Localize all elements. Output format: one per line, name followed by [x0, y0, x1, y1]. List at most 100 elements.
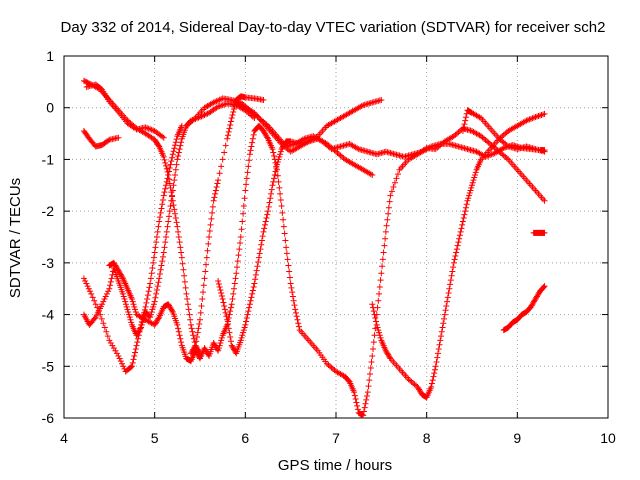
data-point [259, 233, 266, 240]
data-point [250, 131, 257, 138]
data-point [229, 112, 236, 119]
data-point [170, 182, 177, 189]
data-point [441, 311, 448, 318]
data-point [151, 298, 158, 305]
data-point [295, 320, 302, 327]
data-point [241, 195, 248, 202]
data-point [149, 306, 156, 313]
data-point [224, 132, 231, 139]
data-point [171, 145, 178, 152]
data-point [257, 246, 264, 253]
data-point [131, 352, 138, 359]
data-point [127, 316, 134, 323]
data-point [125, 308, 132, 315]
data-point [142, 303, 149, 310]
data-point [375, 327, 382, 334]
data-point [243, 315, 250, 322]
data-point [361, 404, 368, 411]
data-point [541, 197, 548, 204]
data-point [240, 327, 247, 334]
data-point [203, 261, 210, 268]
data-point [86, 288, 93, 295]
data-point [155, 223, 162, 230]
data-point [429, 377, 436, 384]
data-point [178, 249, 185, 256]
data-point [277, 151, 284, 158]
data-point [218, 293, 225, 300]
data-point [249, 135, 256, 142]
data-point [269, 146, 276, 153]
data-point [190, 332, 197, 339]
data-point [394, 171, 401, 178]
data-point [370, 308, 377, 315]
data-point [150, 303, 157, 310]
data-point [276, 153, 283, 160]
data-point [145, 288, 152, 295]
data-point [211, 194, 218, 201]
data-point [231, 106, 237, 113]
data-point [277, 190, 284, 197]
x-tick-label: 5 [151, 430, 159, 446]
data-point [351, 389, 358, 396]
data-point [274, 172, 281, 179]
data-point [130, 356, 137, 363]
data-point [432, 363, 439, 370]
data-point [249, 139, 256, 146]
data-point [169, 307, 176, 314]
data-point [156, 271, 163, 278]
data-point [128, 319, 135, 326]
data-point [178, 139, 185, 146]
data-point [472, 171, 479, 178]
data-point [255, 254, 262, 261]
data-point [168, 158, 175, 165]
data-point [387, 192, 394, 199]
data-point [160, 153, 167, 160]
data-point [166, 165, 173, 172]
series-track-l [459, 107, 548, 155]
data-point [230, 109, 237, 116]
data-point [130, 301, 137, 308]
data-point [364, 389, 371, 396]
data-point [428, 383, 435, 390]
data-point [376, 283, 383, 290]
data-point [452, 252, 459, 259]
data-point [379, 256, 386, 263]
series-track-m [500, 283, 548, 334]
data-point [178, 254, 185, 261]
y-tick-label: -4 [42, 307, 55, 323]
data-point [292, 309, 299, 316]
data-point [206, 227, 213, 234]
data-point [450, 259, 457, 266]
data-point [166, 213, 173, 220]
data-point [120, 363, 127, 370]
data-point [173, 161, 180, 168]
data-point [227, 118, 234, 125]
data-point [161, 244, 168, 251]
data-point [160, 192, 167, 199]
data-point [245, 308, 252, 315]
data-point [377, 277, 384, 284]
data-point [471, 174, 478, 181]
data-point [129, 298, 136, 305]
data-point [541, 110, 548, 117]
data-point [274, 161, 281, 168]
data-point [459, 127, 466, 134]
data-point [175, 149, 182, 156]
data-point [147, 280, 154, 287]
data-point [215, 345, 222, 352]
data-point [370, 304, 377, 311]
data-point [208, 215, 215, 222]
data-point [246, 151, 253, 158]
data-point [159, 201, 166, 208]
data-point [277, 148, 284, 155]
data-point [161, 156, 168, 163]
data-point [181, 272, 188, 279]
data-point [122, 301, 129, 308]
data-point [193, 333, 200, 340]
data-point [171, 206, 178, 213]
data-point [466, 190, 473, 197]
data-point [172, 215, 179, 222]
data-point [273, 165, 280, 172]
data-point [437, 337, 444, 344]
data-point [265, 208, 271, 215]
